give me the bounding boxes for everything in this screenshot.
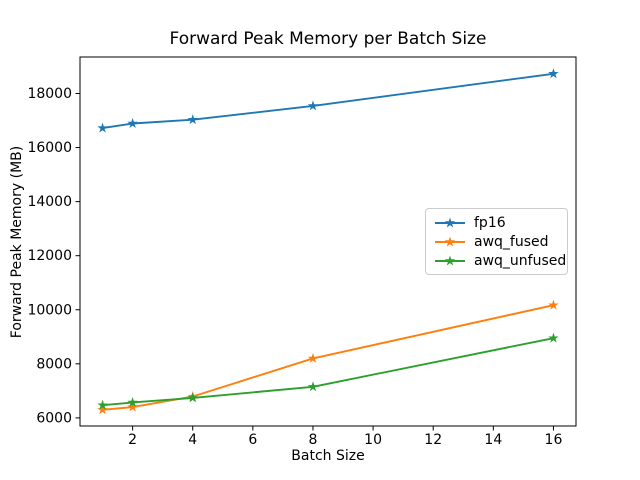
series-line-fp16 [102, 72, 554, 130]
marker-star-fp16 [548, 68, 559, 79]
y-tick-label: 6000 [36, 410, 72, 426]
x-tick-label: 2 [128, 432, 137, 448]
marker-star-awq_fused [127, 401, 138, 412]
chart-title: Forward Peak Memory per Batch Size [169, 29, 487, 49]
marker-star-fp16 [187, 114, 198, 125]
x-tick-label: 4 [188, 432, 197, 448]
axes-frame [79, 56, 577, 427]
legend-line-star-icon [435, 255, 465, 265]
x-tick-label: 12 [424, 432, 442, 448]
legend-label: awq_unfused [474, 252, 567, 269]
y-tick-label: 18000 [27, 86, 72, 102]
legend: fp16 awq_fused awq_unfused [425, 208, 568, 275]
marker-star-awq_unfused [307, 381, 319, 392]
series-line-awq_fused [102, 304, 554, 411]
x-tick-label: 10 [364, 432, 382, 448]
legend-item-awq_fused: awq_fused [434, 235, 559, 249]
marker-star-fp16 [97, 122, 108, 133]
y-tick-label: 16000 [27, 140, 72, 156]
x-tick-label: 14 [484, 432, 502, 448]
legend-label: awq_fused [474, 233, 549, 250]
marker-star-fp16 [307, 100, 319, 111]
legend-item-awq_unfused: awq_unfused [434, 254, 566, 268]
marker-star-awq_unfused [97, 399, 108, 410]
y-tick-label: 8000 [36, 356, 72, 372]
marker-star-awq_fused [97, 404, 108, 415]
y-tick-label: 10000 [27, 302, 72, 318]
marker-star-awq_fused [548, 299, 559, 310]
y-tick-label: 14000 [27, 194, 72, 210]
marker-star-awq_unfused [127, 396, 138, 407]
series-line-awq_unfused [102, 337, 554, 407]
marker-star-awq_fused [307, 352, 319, 363]
legend-line-star-icon [435, 217, 465, 227]
x-axis-label: Batch Size [291, 448, 365, 464]
marker-star-awq_unfused [187, 392, 198, 403]
x-tick-label: 6 [248, 432, 257, 448]
legend-item-fp16: fp16 [434, 216, 559, 230]
legend-line-star-icon [435, 236, 465, 246]
legend-label: fp16 [474, 214, 506, 231]
x-tick-label: 8 [309, 432, 318, 448]
marker-star-awq_unfused [548, 332, 559, 343]
marker-star-fp16 [127, 118, 138, 128]
x-tick-label: 16 [545, 432, 563, 448]
y-axis-label: Forward Peak Memory (MB) [9, 145, 25, 339]
y-tick-label: 12000 [27, 248, 72, 264]
